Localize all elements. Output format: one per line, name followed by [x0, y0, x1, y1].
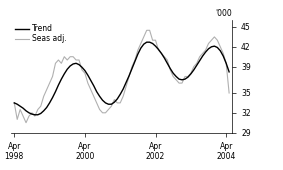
Legend: Trend, Seas adj.: Trend, Seas adj. — [15, 24, 67, 43]
Text: '000: '000 — [215, 9, 232, 18]
